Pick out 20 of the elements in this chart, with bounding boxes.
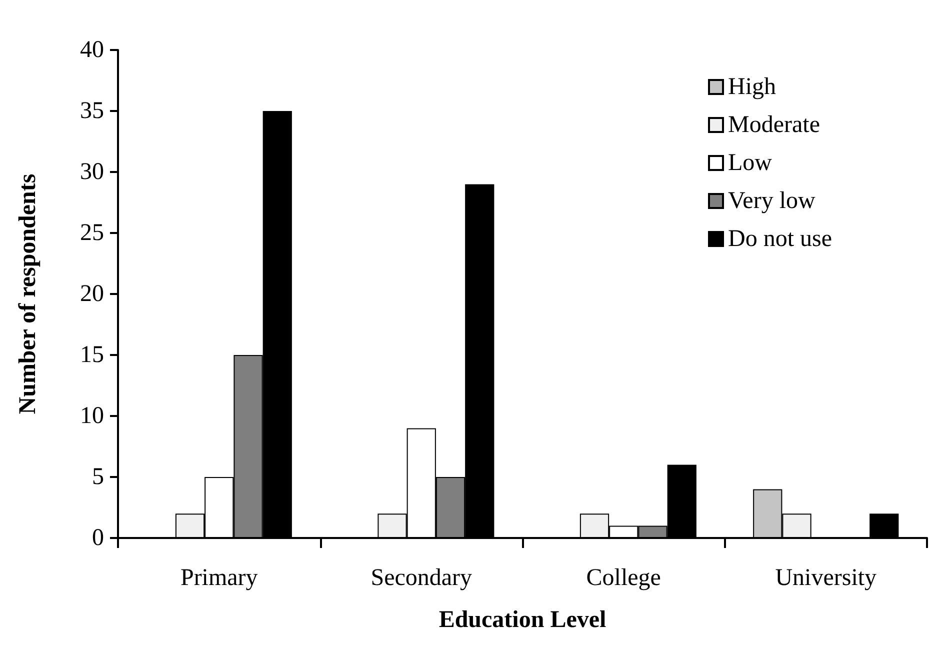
- legend-label: Do not use: [728, 226, 832, 252]
- legend-label: High: [728, 74, 776, 100]
- x-tick-label: Secondary: [370, 565, 472, 591]
- legend-label: Low: [728, 150, 773, 176]
- y-tick-label: 35: [80, 98, 104, 124]
- y-tick-label: 25: [80, 220, 104, 246]
- y-tick-label: 30: [80, 159, 104, 185]
- y-tick-label: 10: [80, 403, 104, 429]
- x-tick-label: College: [586, 565, 661, 591]
- legend-label: Very low: [728, 188, 816, 214]
- y-tick-label: 40: [80, 37, 104, 63]
- y-tick-label: 20: [80, 281, 104, 307]
- y-tick-label: 5: [92, 464, 104, 490]
- y-tick-label: 15: [80, 342, 104, 368]
- y-axis-title: Number of respondents: [15, 174, 41, 414]
- legend-label: Moderate: [728, 112, 820, 138]
- x-tick-label: University: [775, 565, 877, 591]
- x-tick-label: Primary: [180, 565, 258, 591]
- y-tick-label: 0: [92, 525, 104, 551]
- x-axis-title: Education Level: [438, 607, 607, 633]
